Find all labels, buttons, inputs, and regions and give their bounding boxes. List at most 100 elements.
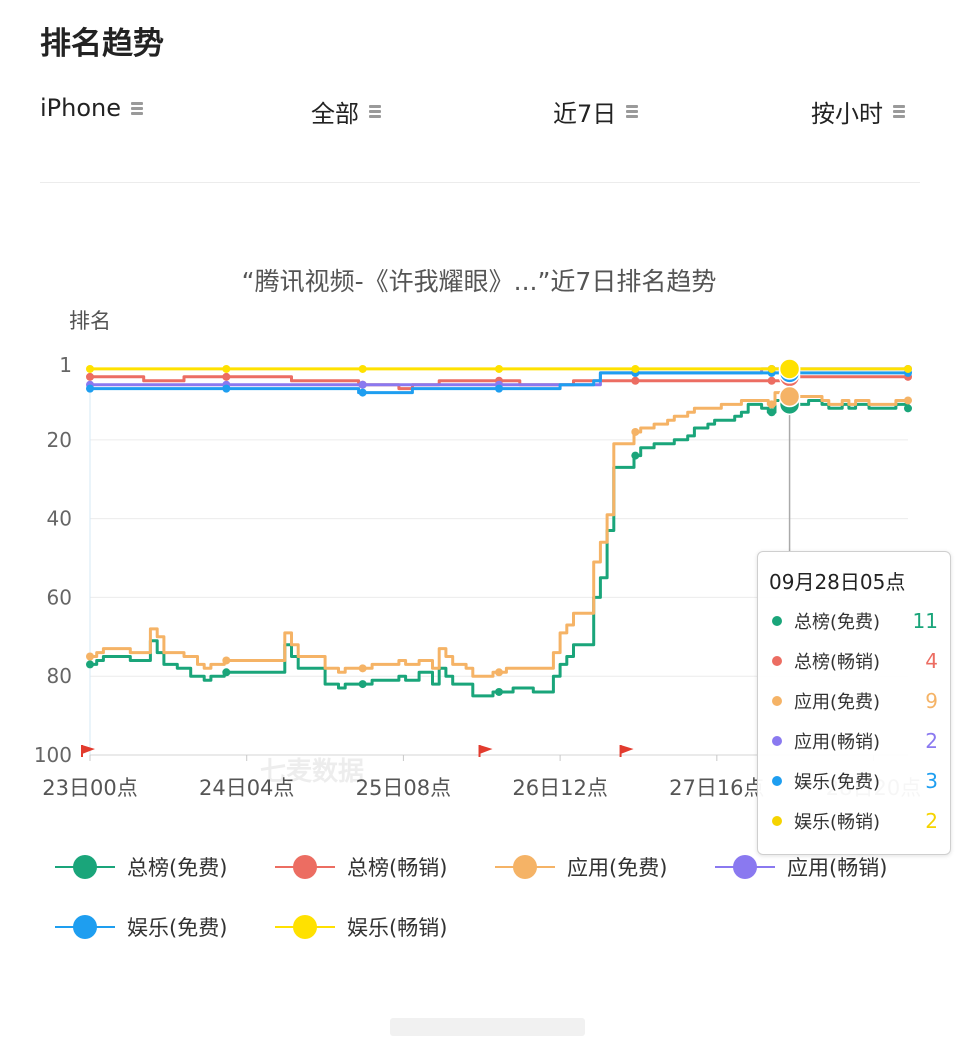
data-point: [358, 664, 367, 673]
x-tick-label: 27日16点: [669, 776, 764, 800]
tooltip-row-value: 2: [925, 729, 938, 753]
legend-item-label: 娱乐(畅销): [347, 916, 448, 940]
menu-icon: [369, 105, 381, 118]
data-point: [767, 376, 776, 385]
page-title: 排名趋势: [40, 26, 164, 62]
category-filter-label: 全部: [311, 100, 359, 128]
flag-icon: [620, 745, 634, 754]
tooltip-row-value: 11: [912, 609, 938, 633]
legend-marker-icon: [55, 852, 115, 882]
data-point: [86, 372, 94, 381]
tooltip-row-label: 应用(免费): [794, 692, 881, 713]
bottom-bar: [390, 1018, 585, 1036]
data-point: [904, 396, 912, 405]
data-point: [767, 408, 776, 417]
series-dot-icon: [772, 816, 782, 826]
legend-item-label: 总榜(免费): [127, 856, 228, 880]
legend-item-total-grossing[interactable]: 总榜(畅销): [275, 852, 447, 882]
data-point: [222, 656, 231, 665]
legend-item-label: 总榜(畅销): [347, 856, 448, 880]
y-axis-label: 排名: [69, 309, 111, 333]
y-tick-label: 100: [34, 743, 72, 767]
granularity-filter[interactable]: 按小时: [811, 94, 905, 129]
menu-icon: [893, 105, 905, 118]
tooltip-title: 09月28日05点: [769, 570, 906, 594]
platform-filter[interactable]: iPhone: [40, 94, 144, 122]
series-dot-icon: [772, 656, 782, 666]
data-point: [767, 364, 776, 373]
legend-item-label: 应用(免费): [567, 856, 668, 880]
granularity-filter-label: 按小时: [811, 100, 883, 128]
menu-icon: [131, 101, 144, 115]
legend-item-total-free[interactable]: 总榜(免费): [55, 852, 227, 882]
data-point: [222, 364, 231, 373]
x-tick-label: 24日04点: [199, 776, 294, 800]
legend-marker-icon: [275, 912, 335, 942]
data-point: [495, 668, 503, 677]
data-point: [495, 687, 503, 696]
period-filter-label: 近7日: [553, 100, 617, 128]
highlight-point: [778, 385, 801, 408]
data-point: [222, 668, 231, 677]
flag-icon: [82, 745, 95, 754]
data-point: [86, 364, 94, 373]
y-tick-label: 40: [47, 507, 72, 531]
legend-marker-icon: [715, 852, 775, 882]
menu-icon: [626, 105, 639, 118]
data-point: [358, 364, 367, 373]
data-point: [631, 427, 640, 436]
tooltip-row: 总榜(畅销) 4: [772, 646, 938, 676]
tooltip-row: 娱乐(畅销) 2: [772, 806, 938, 836]
divider: [40, 182, 920, 183]
data-point: [86, 652, 94, 661]
tooltip-row: 总榜(免费) 11: [772, 606, 938, 636]
chart-title: “腾讯视频-《许我耀眼》...”近7日排名趋势: [242, 267, 717, 296]
legend-item-label: 应用(畅销): [787, 856, 888, 880]
series-dot-icon: [772, 616, 782, 626]
legend-marker-icon: [55, 912, 115, 942]
data-point: [631, 376, 640, 385]
data-point: [631, 364, 640, 373]
category-filter[interactable]: 全部: [311, 94, 381, 129]
legend-item-entertainment-free[interactable]: 娱乐(免费): [55, 912, 227, 942]
data-tooltip: 09月28日05点 总榜(免费) 11 总榜(畅销) 4 应用(免费) 9 应用…: [757, 551, 951, 855]
tooltip-row-value: 2: [925, 809, 938, 833]
tooltip-row-value: 9: [925, 689, 938, 713]
highlight-point: [778, 358, 801, 380]
data-point: [358, 388, 367, 397]
x-tick-label: 25日08点: [356, 776, 451, 800]
series-line: [90, 391, 908, 678]
data-point: [495, 364, 503, 373]
y-tick-label: 60: [47, 585, 72, 609]
tooltip-row: 应用(畅销) 2: [772, 726, 938, 756]
legend-item-entertainment-grossing[interactable]: 娱乐(畅销): [275, 912, 447, 942]
legend-marker-icon: [495, 852, 555, 882]
tooltip-row-label: 娱乐(畅销): [794, 812, 881, 833]
period-filter[interactable]: 近7日: [553, 94, 639, 129]
tooltip-row: 应用(免费) 9: [772, 686, 938, 716]
platform-filter-label: iPhone: [40, 94, 122, 122]
legend-item-label: 娱乐(免费): [127, 916, 228, 940]
y-tick-label: 80: [47, 664, 72, 688]
data-point: [904, 364, 912, 373]
data-point: [358, 680, 367, 689]
data-point: [904, 404, 912, 413]
series-dot-icon: [772, 776, 782, 786]
data-point: [358, 380, 367, 389]
tooltip-row: 娱乐(免费) 3: [772, 766, 938, 796]
data-point: [631, 451, 640, 460]
filter-bar: iPhone 全部 近7日 按小时: [40, 94, 920, 134]
data-point: [222, 372, 231, 381]
legend-item-apps-free[interactable]: 应用(免费): [495, 852, 667, 882]
tooltip-row-label: 总榜(畅销): [794, 652, 881, 673]
series-dot-icon: [772, 696, 782, 706]
watermark: 七麦数据: [260, 757, 364, 787]
data-point: [495, 384, 503, 393]
series-line: [90, 375, 908, 391]
x-tick-label: 23日00点: [42, 776, 137, 800]
tooltip-row-label: 应用(畅销): [794, 732, 881, 753]
series-line: [90, 371, 908, 395]
data-point: [86, 660, 94, 669]
legend-item-apps-grossing[interactable]: 应用(畅销): [715, 852, 887, 882]
chart-legend: 总榜(免费) 总榜(畅销) 应用(免费) 应用(畅销) 娱乐(免费) 娱乐(畅销…: [55, 850, 935, 960]
